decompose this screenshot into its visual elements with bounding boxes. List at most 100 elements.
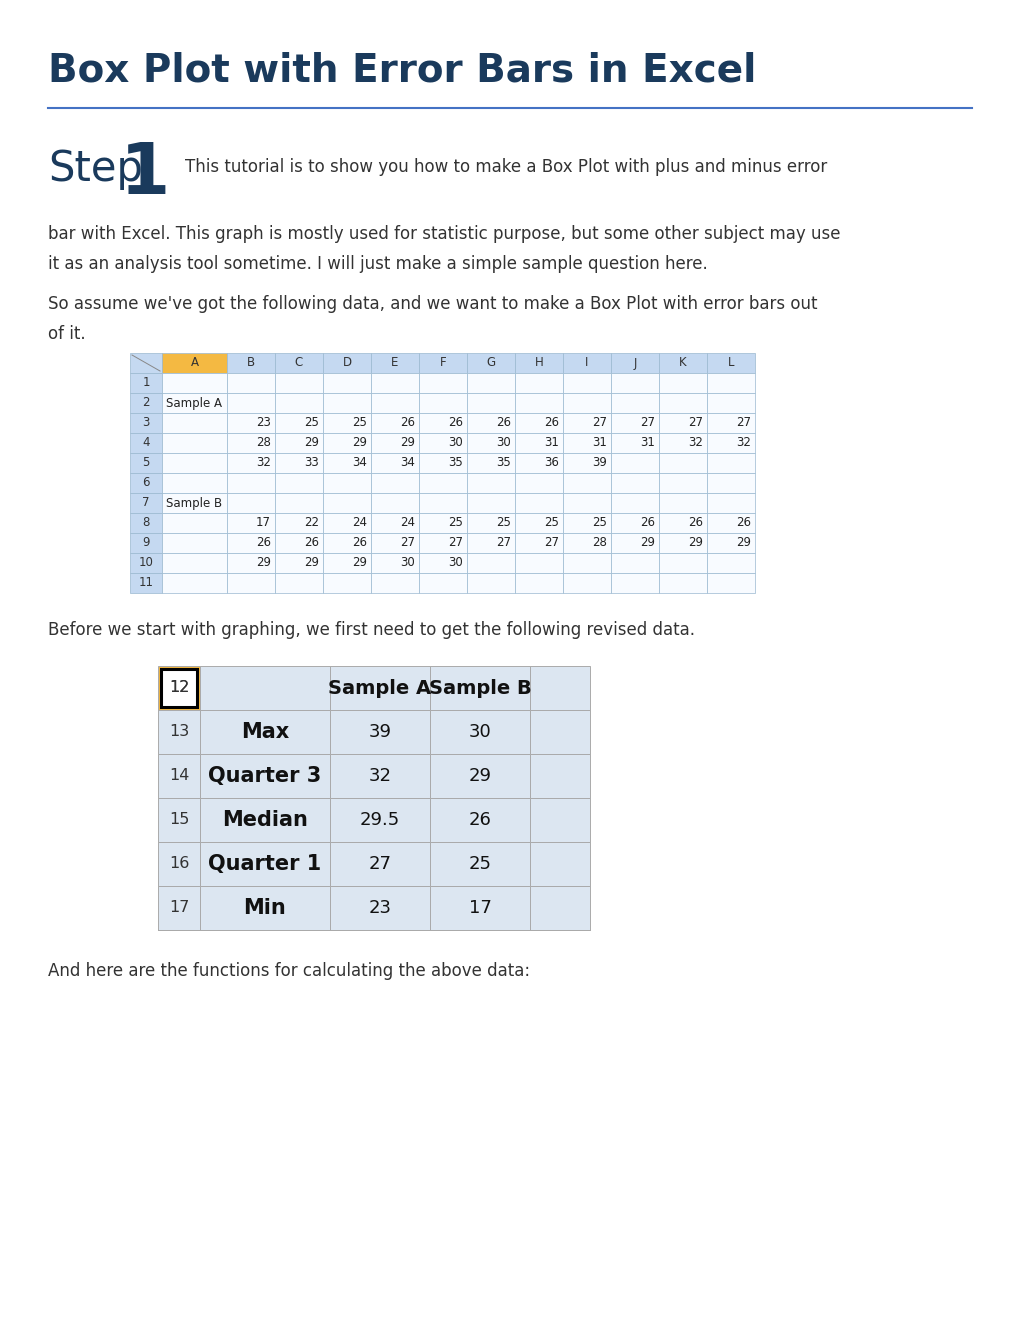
Bar [430,754,530,799]
Bar [162,374,227,393]
Bar [330,842,430,886]
Bar [430,710,530,754]
Text: 36: 36 [543,457,558,470]
Bar [323,473,371,492]
Bar [515,553,562,573]
Bar [658,492,706,513]
Bar [658,553,706,573]
Text: 13: 13 [169,725,189,739]
Bar [275,473,323,492]
Text: 31: 31 [640,437,654,450]
Text: 26: 26 [399,417,415,429]
Bar [129,492,162,513]
Text: 1: 1 [120,140,170,209]
Text: 23: 23 [368,899,391,917]
Bar [323,533,371,553]
Bar [129,352,162,374]
Text: Box Plot with Error Bars in Excel: Box Plot with Error Bars in Excel [48,51,756,90]
Text: 27: 27 [447,536,463,549]
Bar [610,453,658,473]
Bar [129,553,162,573]
Bar [371,393,419,413]
Bar [419,433,467,453]
Bar [530,799,589,842]
Text: 16: 16 [169,857,189,871]
Text: 39: 39 [368,723,391,741]
Bar [275,393,323,413]
Bar [419,553,467,573]
Bar [515,374,562,393]
Bar [371,513,419,533]
Bar [706,433,754,453]
Bar [419,453,467,473]
Text: 25: 25 [543,516,558,529]
Bar [706,374,754,393]
Text: 32: 32 [688,437,702,450]
Bar [371,413,419,433]
Bar [706,553,754,573]
Bar [162,553,227,573]
Bar [129,513,162,533]
Bar [200,710,330,754]
Bar [562,374,610,393]
Bar [371,374,419,393]
Text: 35: 35 [496,457,511,470]
Text: 27: 27 [495,536,511,549]
Bar [227,393,275,413]
Bar [200,667,330,710]
Text: 24: 24 [399,516,415,529]
Bar [419,513,467,533]
Bar [227,513,275,533]
Text: of it.: of it. [48,325,86,343]
Bar [467,492,515,513]
Text: A: A [191,356,199,370]
Bar [158,667,200,710]
Bar [610,393,658,413]
Bar [275,433,323,453]
Text: Sample A: Sample A [166,396,222,409]
Bar [371,433,419,453]
Text: 26: 26 [447,417,463,429]
Bar [515,492,562,513]
Bar [610,492,658,513]
Bar [275,413,323,433]
Bar [323,413,371,433]
Bar [658,573,706,593]
Text: 12: 12 [169,681,189,696]
Text: 29: 29 [304,557,319,569]
Text: 29: 29 [736,536,750,549]
Text: K: K [679,356,686,370]
Bar [275,453,323,473]
Bar [515,453,562,473]
Bar [610,513,658,533]
Bar [200,886,330,931]
Text: 25: 25 [468,855,491,873]
Bar [430,799,530,842]
Text: 27: 27 [368,855,391,873]
Text: 29: 29 [639,536,654,549]
Bar [158,710,200,754]
Bar [419,352,467,374]
Bar [161,669,197,708]
Bar [515,393,562,413]
Text: E: E [391,356,398,370]
Text: 32: 32 [368,767,391,785]
Text: 26: 26 [304,536,319,549]
Text: 26: 26 [543,417,558,429]
Text: 35: 35 [447,457,463,470]
Bar [275,513,323,533]
Bar [706,413,754,433]
Text: C: C [294,356,303,370]
Bar [200,842,330,886]
Text: 32: 32 [736,437,750,450]
Bar [323,573,371,593]
Bar [129,473,162,492]
Bar [323,393,371,413]
Bar [706,473,754,492]
Bar [371,492,419,513]
Bar [610,573,658,593]
Bar [158,799,200,842]
Text: 31: 31 [543,437,558,450]
Bar [562,453,610,473]
Bar [275,533,323,553]
